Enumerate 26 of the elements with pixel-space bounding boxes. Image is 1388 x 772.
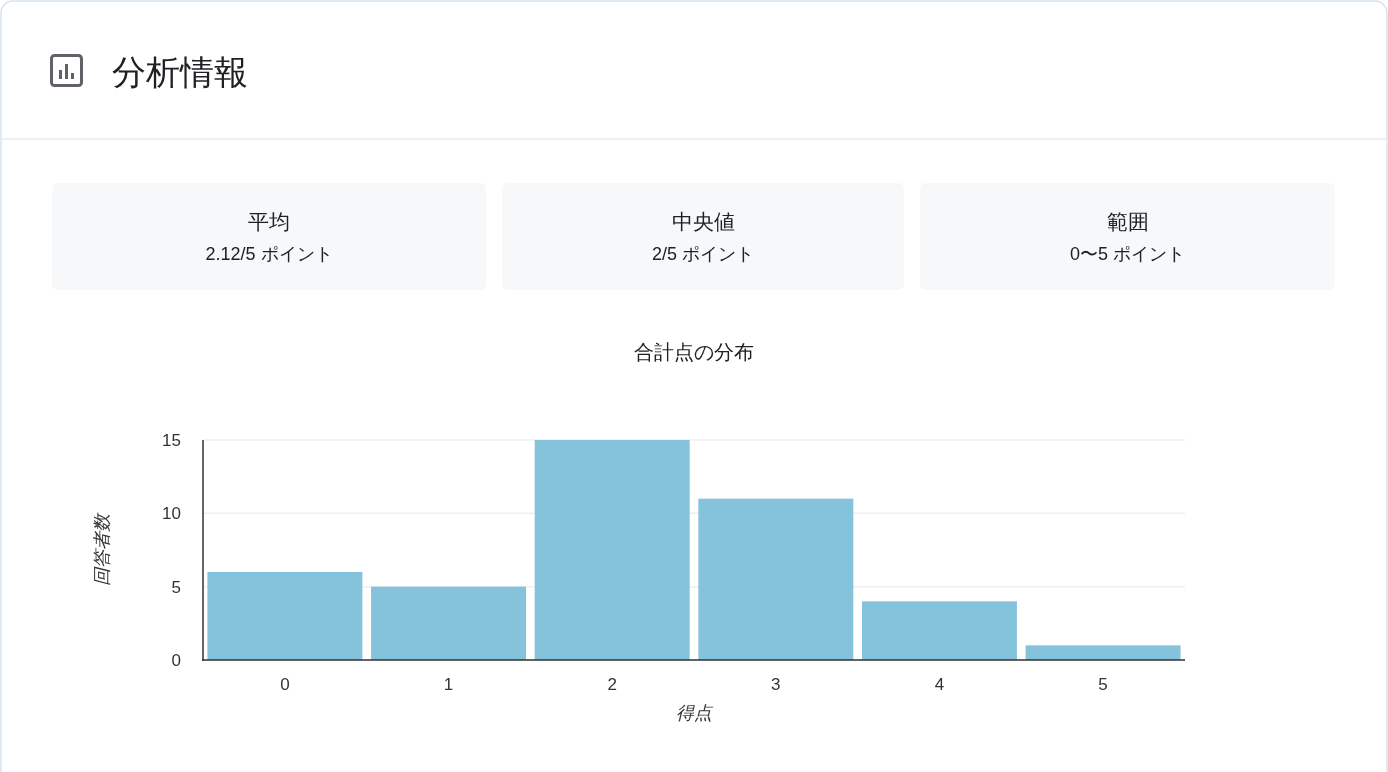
bar <box>861 601 1017 660</box>
x-tick-label: 3 <box>771 675 781 694</box>
chart-title: 合計点の分布 <box>634 341 754 363</box>
x-axis-title: 得点 <box>676 703 714 723</box>
y-tick-label: 0 <box>171 650 181 670</box>
text: 範囲 <box>1106 210 1149 233</box>
bar <box>1025 645 1181 660</box>
x-tick-label: 0 <box>280 675 290 694</box>
y-axis-title: 回答者数 <box>92 512 112 586</box>
bar <box>534 440 690 660</box>
bar <box>371 586 527 660</box>
y-tick-label: 10 <box>162 504 181 524</box>
y-tick-label: 15 <box>162 430 181 450</box>
x-tick-label: 2 <box>607 675 617 694</box>
y-tick-label: 5 <box>171 577 181 597</box>
text: 平均 <box>248 210 290 233</box>
text: 2/5 ポイント <box>651 244 755 264</box>
text: 0〜5 ポイント <box>1069 244 1186 264</box>
x-tick-label: 1 <box>443 675 454 694</box>
text: 中央値 <box>671 210 735 233</box>
bar <box>698 498 854 660</box>
bar <box>207 572 363 660</box>
text: 2.12/5 ポイント <box>205 244 333 264</box>
x-tick-label: 4 <box>934 675 945 694</box>
x-tick-label: 5 <box>1098 675 1108 694</box>
text: 分析情報 <box>112 53 248 91</box>
